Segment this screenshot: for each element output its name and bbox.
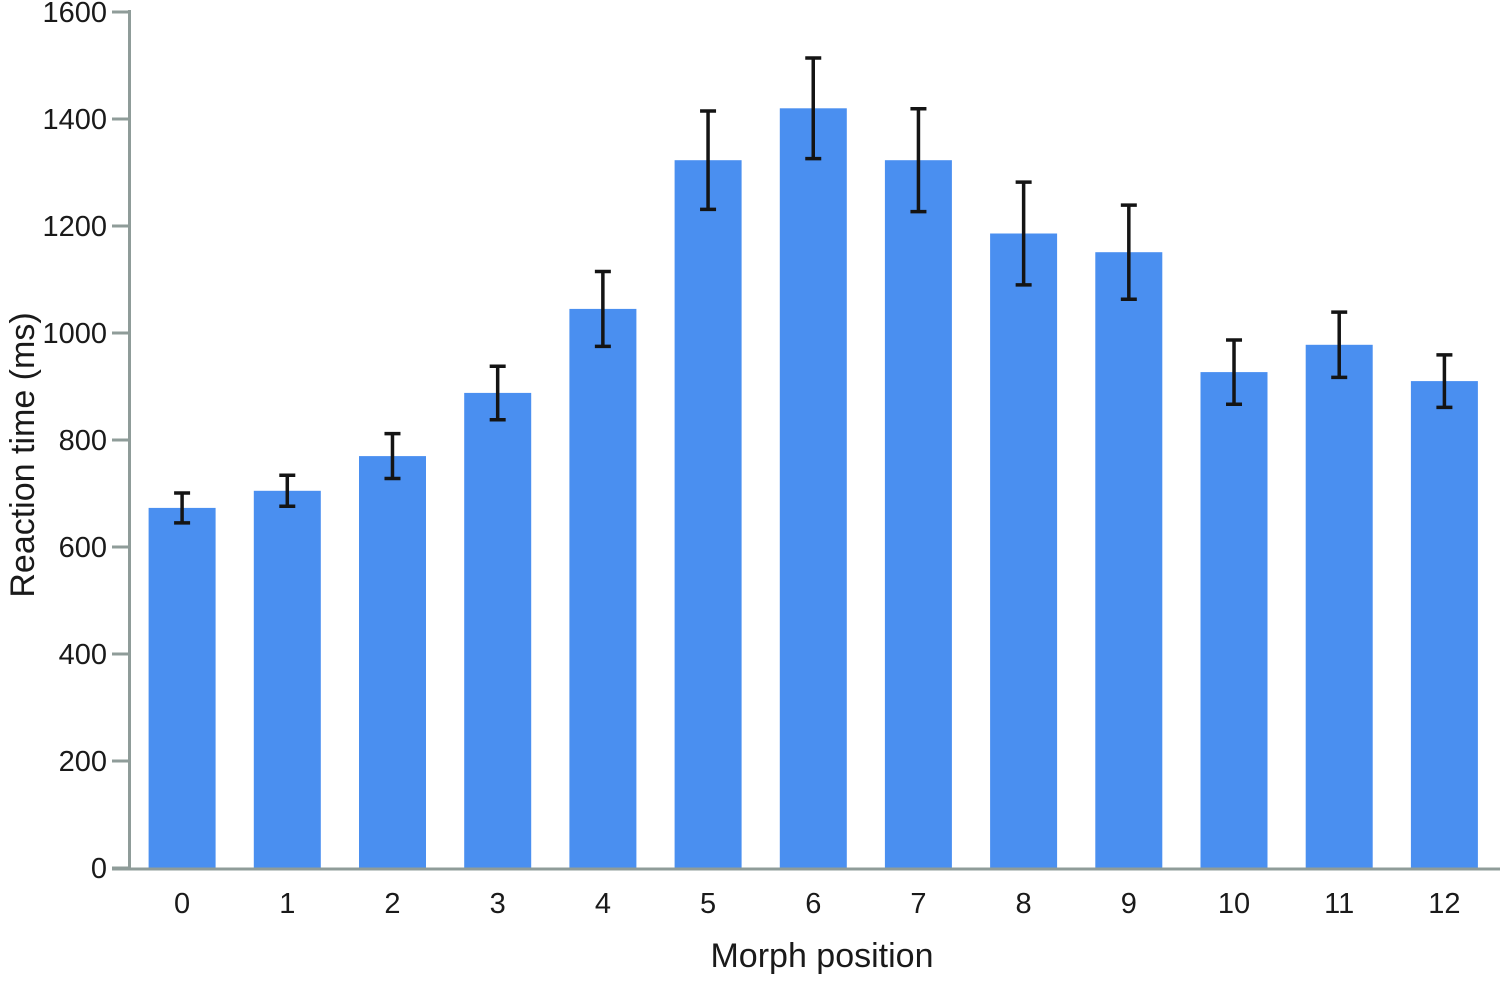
x-tick-label-11: 11: [1324, 888, 1354, 920]
error-bar-morph-0: [174, 491, 191, 525]
x-tick-label-7: 7: [910, 888, 926, 920]
x-axis-title: Morph position: [710, 937, 933, 975]
bar-morph-2: [359, 456, 426, 868]
error-bar-morph-11: [1331, 310, 1348, 380]
bar-morph-7: [884, 160, 952, 868]
error-bar-morph-2: [384, 431, 401, 481]
error-bar-morph-4: [594, 269, 611, 349]
y-axis-title: Reaction time (ms): [4, 312, 42, 597]
bar-morph-0: [148, 507, 216, 868]
y-tick-label-1400: 1400: [42, 104, 107, 136]
x-tick-label-2: 2: [384, 888, 400, 920]
y-tick-label-600: 600: [59, 532, 107, 564]
error-bar-morph-1: [279, 473, 296, 509]
y-tick-label-1000: 1000: [42, 318, 107, 350]
error-bars-layer: [174, 56, 1453, 525]
x-tick-label-12: 12: [1428, 888, 1460, 920]
error-bar-morph-9: [1120, 203, 1137, 302]
error-bar-morph-10: [1226, 338, 1243, 406]
bar-morph-1: [253, 490, 321, 868]
x-tick-label-1: 1: [279, 888, 295, 920]
x-tick-label-4: 4: [595, 888, 611, 920]
bar-morph-5: [674, 160, 742, 868]
bar-morph-3: [464, 392, 532, 868]
bar-morph-6: [779, 108, 847, 869]
bar-morph-9: [1095, 252, 1163, 868]
bar-morph-8: [990, 233, 1058, 868]
x-tick-label-0: 0: [174, 888, 190, 920]
bar-morph-11: [1305, 344, 1373, 868]
y-tick-label-200: 200: [59, 746, 107, 778]
x-tick-label-6: 6: [805, 888, 821, 920]
error-bar-morph-7: [910, 107, 927, 214]
x-tick-label-9: 9: [1121, 888, 1137, 920]
error-bar-morph-6: [805, 56, 822, 161]
axes-layer: [112, 10, 1500, 871]
error-bar-morph-12: [1436, 353, 1453, 410]
bar-morph-4: [569, 308, 637, 868]
bar-morph-10: [1200, 372, 1268, 868]
error-bar-morph-8: [1015, 180, 1032, 287]
y-tick-label-1600: 1600: [42, 0, 107, 29]
x-tick-label-3: 3: [490, 888, 506, 920]
x-tick-label-8: 8: [1016, 888, 1032, 920]
y-tick-label-800: 800: [59, 425, 107, 457]
y-tick-label-0: 0: [91, 853, 107, 885]
tick-labels-layer: 0 1 2 3 4 5 6 7 8 9 10 11 12020040060080010001200140…: [42, 0, 1460, 920]
x-tick-label-10: 10: [1218, 888, 1250, 920]
x-tick-label-5: 5: [700, 888, 716, 920]
error-bar-morph-3: [489, 364, 506, 422]
error-bar-morph-5: [700, 109, 717, 212]
bar-morph-12: [1410, 381, 1478, 868]
bars-layer: [148, 108, 1478, 869]
y-tick-label-1200: 1200: [42, 211, 107, 243]
y-tick-label-400: 400: [59, 639, 107, 671]
